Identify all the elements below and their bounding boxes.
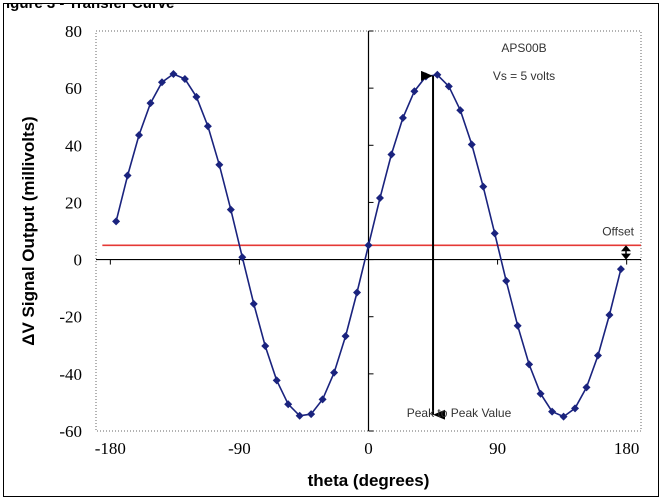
x-tick-label: 90 xyxy=(489,439,506,458)
axes-group xyxy=(96,30,641,432)
y-axis-title: ΔV Signal Output (millivolts) xyxy=(19,116,38,345)
y-tick-label: -40 xyxy=(59,365,82,384)
data-point xyxy=(112,217,121,226)
offset-arrow-head-down xyxy=(621,253,631,260)
data-point xyxy=(249,299,258,308)
x-tick-label: 0 xyxy=(364,439,373,458)
offset-label: Offset xyxy=(602,224,634,238)
data-point xyxy=(616,265,625,274)
y-tick-label: 80 xyxy=(65,22,82,41)
data-point xyxy=(375,194,384,203)
data-point xyxy=(192,92,201,101)
data-point xyxy=(467,140,476,149)
data-point xyxy=(341,332,350,341)
data-point xyxy=(502,276,511,285)
data-point xyxy=(398,113,407,122)
data-point xyxy=(444,82,453,91)
data-markers xyxy=(112,69,625,421)
figure-frame: igure 3 - Transfer Curve -60 -40 -20 0 20 40 6… xyxy=(3,3,659,497)
device-label: APS00B xyxy=(501,41,546,55)
x-axis-title: theta (degrees) xyxy=(308,471,430,490)
data-point xyxy=(215,160,224,169)
peak-to-peak-label: Peak to Peak Value xyxy=(407,406,512,420)
data-point xyxy=(180,74,189,83)
data-point xyxy=(146,99,155,108)
data-point xyxy=(490,229,499,238)
data-point xyxy=(330,368,339,377)
data-point xyxy=(284,400,293,409)
y-tick-label: 20 xyxy=(65,193,82,212)
data-point xyxy=(410,87,419,96)
supply-label: Vs = 5 volts xyxy=(493,69,555,83)
data-point xyxy=(479,182,488,191)
data-point xyxy=(261,342,270,351)
data-point xyxy=(318,395,327,404)
data-point xyxy=(582,383,591,392)
data-point xyxy=(593,351,602,360)
x-tick-label: -90 xyxy=(228,439,251,458)
data-point xyxy=(135,131,144,140)
data-point xyxy=(295,411,304,420)
data-point xyxy=(364,241,373,250)
data-point xyxy=(536,389,545,398)
data-point xyxy=(307,410,316,419)
x-axis-ticks: -180 -90 0 90 180 xyxy=(95,439,640,458)
data-point xyxy=(226,205,235,214)
data-point xyxy=(353,288,362,297)
data-point xyxy=(559,412,568,421)
data-point xyxy=(525,360,534,369)
data-point xyxy=(548,407,557,416)
y-tick-label: 40 xyxy=(65,136,82,155)
y-tick-label: 0 xyxy=(74,251,83,270)
data-point xyxy=(238,253,247,262)
x-tick-label: -180 xyxy=(95,439,126,458)
data-point xyxy=(387,150,396,159)
data-point xyxy=(123,171,132,180)
figure-caption: igure 3 - Transfer Curve xyxy=(6,3,175,12)
data-point xyxy=(513,321,522,330)
data-point xyxy=(203,122,212,131)
x-tick-label: 180 xyxy=(614,439,640,458)
data-point xyxy=(605,311,614,320)
y-tick-label: -20 xyxy=(59,308,82,327)
offset-arrow-head-up xyxy=(621,245,631,252)
data-point xyxy=(157,78,166,87)
data-point xyxy=(571,404,580,413)
data-point xyxy=(272,376,281,385)
data-point xyxy=(169,69,178,78)
data-point xyxy=(456,106,465,115)
offset-arrow xyxy=(621,245,631,260)
y-tick-label: 60 xyxy=(65,79,82,98)
y-axis-ticks: -60 -40 -20 0 20 40 60 80 xyxy=(59,22,82,441)
y-tick-label: -60 xyxy=(59,422,82,441)
